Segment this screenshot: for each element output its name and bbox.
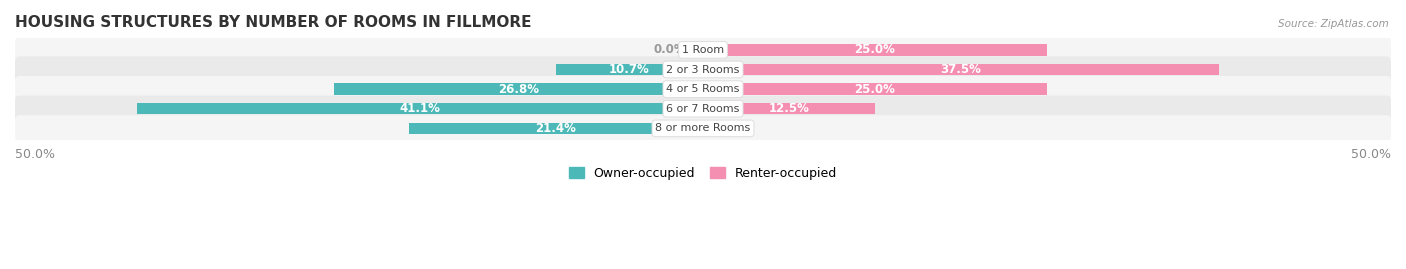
- FancyBboxPatch shape: [15, 76, 1391, 102]
- Text: 41.1%: 41.1%: [399, 102, 440, 115]
- Text: 25.0%: 25.0%: [855, 83, 896, 95]
- FancyBboxPatch shape: [15, 37, 1391, 63]
- Bar: [335, 83, 703, 95]
- Text: 2 or 3 Rooms: 2 or 3 Rooms: [666, 65, 740, 75]
- Text: 10.7%: 10.7%: [609, 63, 650, 76]
- Text: 37.5%: 37.5%: [941, 63, 981, 76]
- Text: 21.4%: 21.4%: [536, 122, 576, 135]
- Text: 25.0%: 25.0%: [855, 43, 896, 56]
- Text: Source: ZipAtlas.com: Source: ZipAtlas.com: [1278, 19, 1389, 29]
- Bar: [703, 64, 1219, 75]
- Bar: [409, 123, 703, 134]
- Bar: [555, 64, 703, 75]
- FancyBboxPatch shape: [15, 56, 1391, 83]
- Bar: [703, 44, 1047, 56]
- FancyBboxPatch shape: [15, 95, 1391, 122]
- Legend: Owner-occupied, Renter-occupied: Owner-occupied, Renter-occupied: [568, 167, 838, 180]
- Text: 8 or more Rooms: 8 or more Rooms: [655, 123, 751, 133]
- Text: 12.5%: 12.5%: [769, 102, 810, 115]
- Text: 26.8%: 26.8%: [498, 83, 538, 95]
- Text: 0.0%: 0.0%: [654, 43, 686, 56]
- Text: 6 or 7 Rooms: 6 or 7 Rooms: [666, 104, 740, 114]
- Text: 0.0%: 0.0%: [720, 122, 752, 135]
- FancyBboxPatch shape: [15, 115, 1391, 141]
- Text: 1 Room: 1 Room: [682, 45, 724, 55]
- Text: 4 or 5 Rooms: 4 or 5 Rooms: [666, 84, 740, 94]
- Bar: [138, 103, 703, 114]
- Bar: [703, 103, 875, 114]
- Bar: [703, 83, 1047, 95]
- Text: HOUSING STRUCTURES BY NUMBER OF ROOMS IN FILLMORE: HOUSING STRUCTURES BY NUMBER OF ROOMS IN…: [15, 15, 531, 30]
